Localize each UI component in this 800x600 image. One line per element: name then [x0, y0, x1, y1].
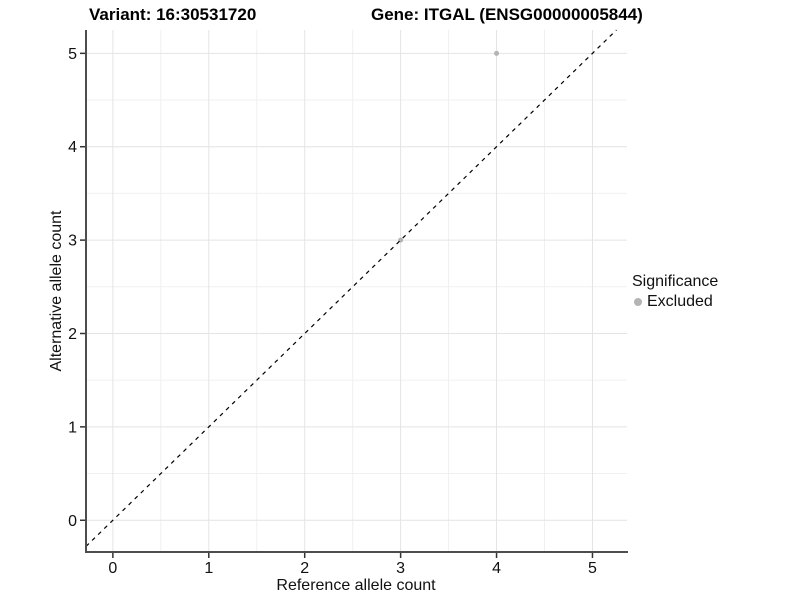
- y-axis-title: Alternative allele count: [48, 210, 65, 372]
- y-tick-label: 2: [68, 326, 77, 343]
- y-tick-label: 3: [68, 233, 77, 250]
- x-axis-title: Reference allele count: [276, 577, 436, 594]
- legend-item-excluded: Excluded: [634, 293, 718, 311]
- legend: Significance Excluded: [632, 272, 718, 311]
- y-tick-label: 4: [68, 139, 77, 156]
- legend-item-label: Excluded: [647, 293, 713, 310]
- data-point: [494, 50, 500, 56]
- legend-title: Significance: [632, 273, 719, 290]
- x-tick-label: 0: [108, 560, 117, 577]
- identity-line: [85, 29, 617, 547]
- plot-title-variant: Variant: 16:30531720: [89, 5, 257, 24]
- y-tick-label: 5: [68, 46, 77, 63]
- x-tick-label: 3: [396, 560, 405, 577]
- x-tick-label: 2: [300, 560, 309, 577]
- x-tick-label: 5: [588, 560, 597, 577]
- y-tick-label: 1: [68, 419, 77, 436]
- y-tick-label: 0: [68, 513, 77, 530]
- legend-point-swatch: [634, 298, 642, 306]
- plot-title-gene: Gene: ITGAL (ENSG00000005844): [371, 5, 643, 24]
- x-tick-label: 4: [492, 560, 501, 577]
- x-tick-label: 1: [204, 560, 213, 577]
